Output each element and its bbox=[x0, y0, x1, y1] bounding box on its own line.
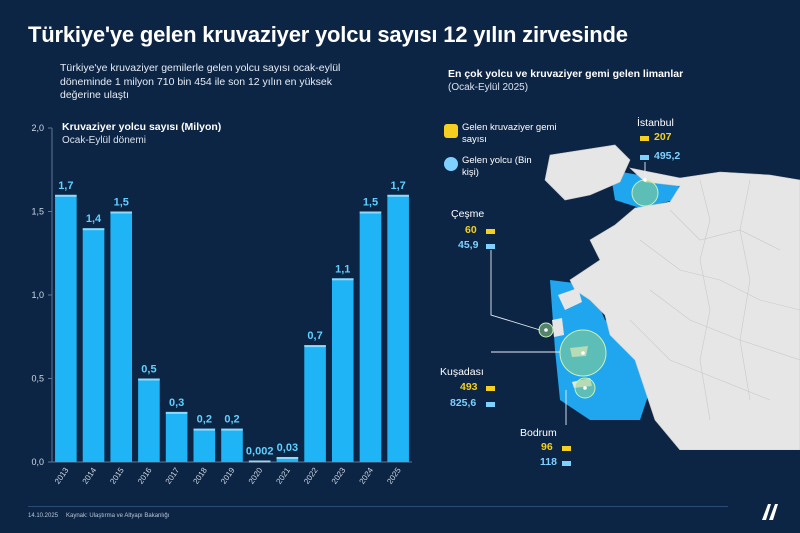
bar-2022 bbox=[304, 345, 326, 462]
port-name-kusadasi: Kuşadası bbox=[440, 366, 484, 378]
aa-logo-icon bbox=[762, 504, 778, 520]
data-label-2022: 0,7 bbox=[307, 330, 322, 342]
x-tick-label-2024: 2024 bbox=[358, 466, 376, 486]
bar-2013 bbox=[55, 194, 77, 463]
bar-top-edge bbox=[55, 194, 77, 197]
data-label-2015: 1,5 bbox=[114, 197, 129, 209]
thrace-land bbox=[544, 144, 631, 201]
chios-island bbox=[552, 318, 564, 337]
ship-marker bbox=[562, 446, 571, 451]
data-label-2014: 1,4 bbox=[86, 213, 102, 225]
bar-2016 bbox=[138, 378, 160, 462]
bar-top-edge bbox=[331, 278, 354, 281]
bar-top-edge bbox=[110, 211, 133, 214]
bar-top-edge bbox=[193, 428, 216, 431]
bar-2015 bbox=[110, 211, 133, 462]
passenger-marker bbox=[562, 461, 571, 466]
data-label-2013: 1,7 bbox=[58, 180, 73, 192]
data-label-2017: 0,3 bbox=[169, 397, 184, 409]
bar-top-edge bbox=[221, 428, 243, 431]
x-tick-label-2014: 2014 bbox=[81, 466, 99, 486]
x-tick-label-2020: 2020 bbox=[247, 466, 265, 486]
bar-top-edge bbox=[138, 378, 160, 381]
page-title: Türkiye'ye gelen kruvaziyer yolcu sayısı… bbox=[28, 22, 628, 47]
x-tick-label-2025: 2025 bbox=[385, 466, 403, 486]
passenger-marker bbox=[486, 244, 495, 249]
bar-2023 bbox=[331, 278, 354, 462]
port-ships-istanbul: 207 bbox=[654, 131, 672, 143]
data-label-2021: 0,03 bbox=[277, 442, 298, 454]
data-label-2023: 1,1 bbox=[335, 263, 350, 275]
x-tick-label-2019: 2019 bbox=[219, 466, 237, 486]
y-tick-label: 2,0 bbox=[31, 123, 44, 133]
port-ships-kusadasi: 493 bbox=[460, 381, 478, 393]
anatolia-land bbox=[569, 167, 800, 450]
x-tick-label-2018: 2018 bbox=[191, 466, 209, 486]
bar-top-edge bbox=[387, 194, 409, 197]
x-tick-label-2013: 2013 bbox=[53, 466, 71, 486]
legend-passengers-label: Gelen yolcu (Bin kişi) bbox=[462, 155, 532, 178]
port-name-istanbul: İstanbul bbox=[637, 117, 674, 129]
y-tick-label: 1,5 bbox=[31, 207, 44, 217]
bar-top-edge bbox=[248, 460, 271, 463]
data-label-2019: 0,2 bbox=[224, 414, 239, 426]
port-ships-cesme: 60 bbox=[465, 224, 477, 236]
bar-top-edge bbox=[165, 411, 188, 414]
data-label-2025: 1,7 bbox=[391, 180, 406, 192]
port-passengers-kusadasi: 825,6 bbox=[450, 397, 477, 409]
data-label-2016: 0,5 bbox=[141, 364, 156, 376]
bar-chart: 0,0 0,5 1,0 1,5 2,0 1,7 1,4 1,5 0,5 0,3 0,2 0,2 0,0… bbox=[31, 123, 412, 486]
bar-2017 bbox=[165, 411, 188, 462]
bar-top-edge bbox=[82, 228, 105, 231]
ship-marker bbox=[486, 386, 495, 391]
ship-marker bbox=[640, 136, 649, 141]
port-passengers-istanbul: 495,2 bbox=[654, 150, 681, 162]
turkey-map bbox=[490, 144, 800, 450]
port-passengers-bodrum: 118 bbox=[540, 456, 557, 468]
bar-2025 bbox=[387, 194, 409, 463]
data-label-2018: 0,2 bbox=[197, 414, 212, 426]
bar-2014 bbox=[82, 228, 105, 462]
y-tick-label: 1,0 bbox=[31, 290, 44, 300]
bar-2021 bbox=[276, 456, 299, 462]
x-tick-label-2021: 2021 bbox=[274, 466, 292, 486]
bar-top-edge bbox=[276, 456, 299, 459]
istanbul-circle bbox=[631, 179, 659, 207]
footer-divider bbox=[28, 506, 728, 507]
map-subtitle: (Ocak-Eylül 2025) bbox=[448, 82, 529, 93]
x-tick-label-2022: 2022 bbox=[302, 466, 320, 486]
port-name-cesme: Çeşme bbox=[451, 208, 485, 220]
page-subtitle: Türkiye'ye kruvaziyer gemilerle gelen yo… bbox=[60, 62, 341, 101]
chart-title: Kruvaziyer yolcu sayısı (Milyon) bbox=[62, 121, 222, 133]
x-tick-label-2016: 2016 bbox=[136, 466, 154, 486]
lesbos-island bbox=[558, 288, 582, 310]
x-tick-label-2017: 2017 bbox=[164, 466, 182, 486]
passenger-marker bbox=[486, 402, 495, 407]
port-name-bodrum: Bodrum bbox=[520, 427, 557, 439]
ship-icon bbox=[444, 124, 458, 138]
chart-subtitle: Ocak-Eylül dönemi bbox=[62, 135, 146, 146]
bar-top-edge bbox=[359, 211, 382, 214]
map-title: En çok yolcu ve kruvaziyer gemi gelen li… bbox=[448, 68, 684, 80]
y-tick-label: 0,5 bbox=[31, 374, 44, 384]
data-label-2024: 1,5 bbox=[363, 197, 378, 209]
person-icon bbox=[444, 157, 458, 171]
port-passengers-cesme: 45,9 bbox=[458, 239, 479, 251]
bar-2019 bbox=[221, 428, 243, 462]
x-tick-label-2023: 2023 bbox=[330, 466, 348, 486]
passenger-marker bbox=[640, 155, 649, 160]
port-ships-bodrum: 96 bbox=[541, 441, 553, 453]
footer-source: Kaynak: Ulaştırma ve Altyapı Bakanlığı bbox=[66, 513, 170, 519]
bar-2018 bbox=[193, 428, 216, 462]
bar-2024 bbox=[359, 211, 382, 462]
x-tick-label-2015: 2015 bbox=[108, 466, 126, 486]
data-label-2020: 0,002 bbox=[246, 446, 274, 458]
footer-date: 14.10.2025 bbox=[28, 513, 59, 519]
ship-marker bbox=[486, 229, 495, 234]
y-tick-label: 0,0 bbox=[31, 457, 44, 467]
legend-ships-label: Gelen kruvaziyer gemi sayısı bbox=[462, 122, 557, 145]
bar-top-edge bbox=[304, 345, 326, 348]
